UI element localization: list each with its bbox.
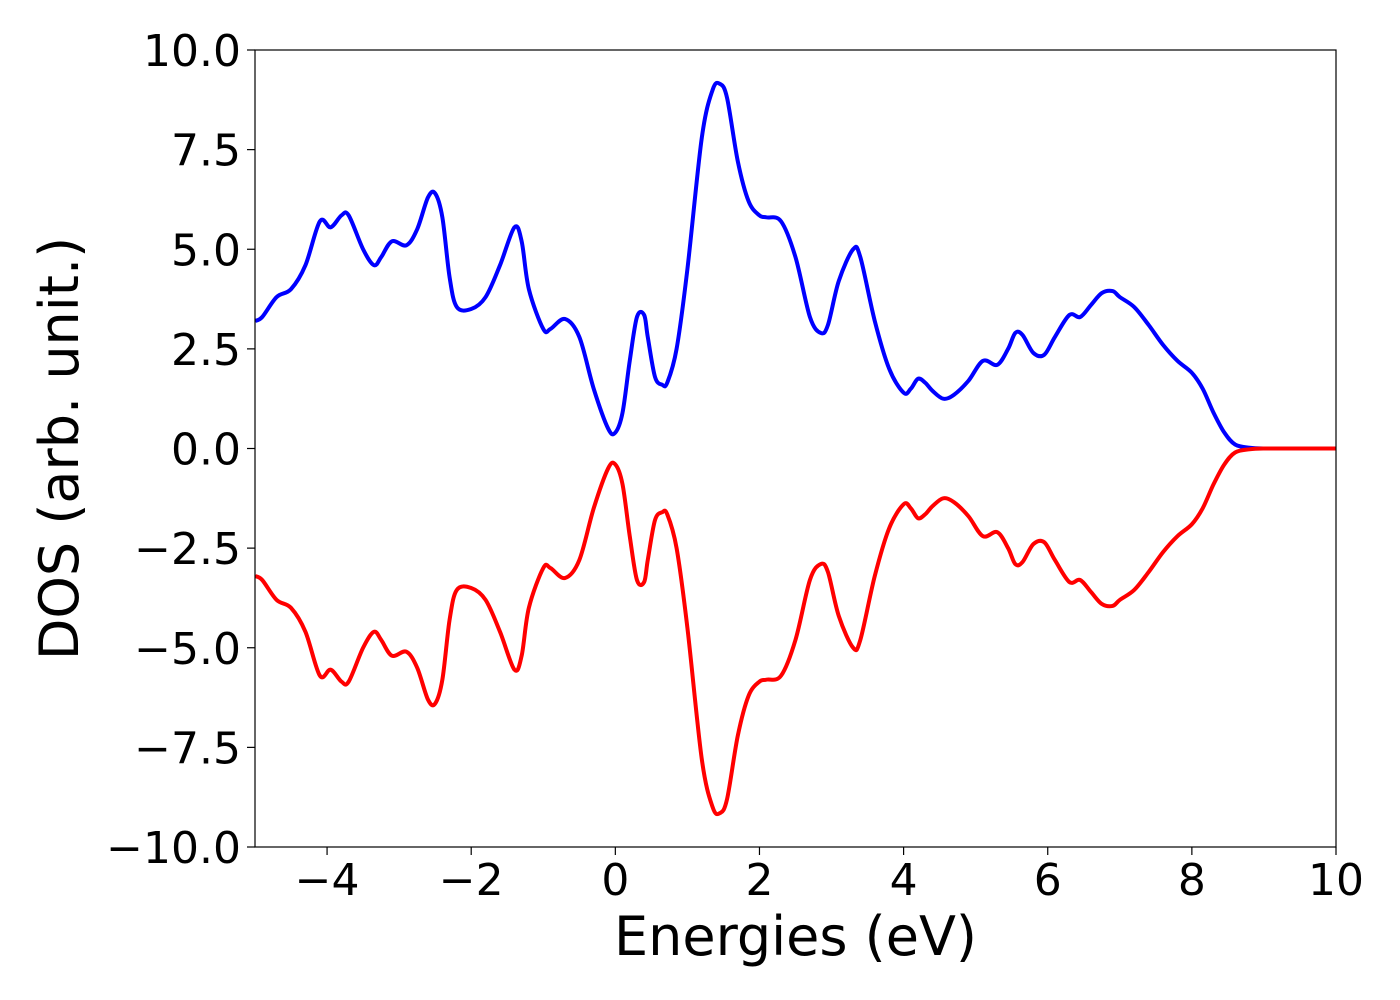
y-tick-label: 5.0 xyxy=(171,225,241,276)
y-tick-label: −2.5 xyxy=(134,524,241,575)
y-tick-label: 2.5 xyxy=(171,325,241,376)
y-axis-title: DOS (arb. unit.) xyxy=(28,237,91,660)
x-axis: −4 −2 0 2 4 6 8 10 xyxy=(295,847,1364,906)
y-tick-label: −5.0 xyxy=(134,624,241,675)
series-layer xyxy=(255,80,1336,817)
x-tick-label: −4 xyxy=(295,855,360,906)
series-line-0 xyxy=(255,80,1336,451)
x-tick-label: 2 xyxy=(745,855,773,906)
x-tick-label: 6 xyxy=(1034,855,1062,906)
y-tick-label: −10.0 xyxy=(106,823,241,874)
x-axis-title: Energies (eV) xyxy=(614,905,977,968)
y-tick-label: 7.5 xyxy=(171,126,241,177)
x-tick-label: 0 xyxy=(601,855,629,906)
x-tick-label: 10 xyxy=(1308,855,1364,906)
y-tick-label: 0.0 xyxy=(171,425,241,476)
x-tick-label: 4 xyxy=(890,855,918,906)
x-tick-label: 8 xyxy=(1178,855,1206,906)
plot-frame xyxy=(254,49,1337,848)
y-axis: 10.0 7.5 5.0 2.5 0.0 −2.5 −5.0 −7.5 −10.0 xyxy=(106,26,255,874)
y-tick-label: −7.5 xyxy=(134,723,241,774)
x-tick-label: −2 xyxy=(439,855,504,906)
y-tick-label: 10.0 xyxy=(143,26,241,77)
series-line-1 xyxy=(255,446,1336,817)
